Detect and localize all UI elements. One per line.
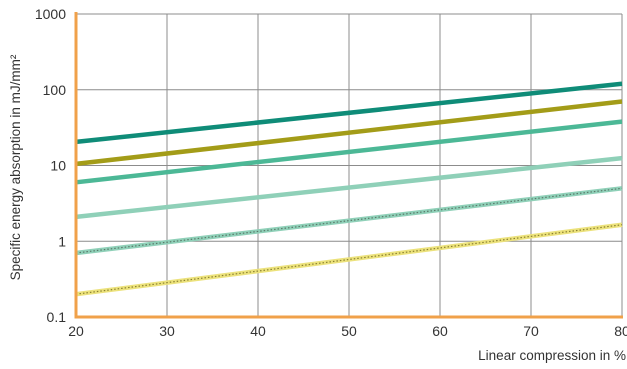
x-tick-label: 30 — [159, 323, 175, 339]
series-dots-5 — [75, 187, 623, 254]
x-tick-label: 70 — [523, 323, 539, 339]
x-tick-label: 80 — [614, 323, 627, 339]
y-tick-label: 100 — [43, 82, 67, 98]
x-tick-label: 50 — [341, 323, 357, 339]
axis-layer — [74, 12, 623, 319]
x-tick-label: 40 — [250, 323, 266, 339]
y-tick-label: 1000 — [35, 6, 66, 22]
x-tick-label: 20 — [68, 323, 84, 339]
y-tick-label: 0.1 — [47, 309, 67, 325]
y-tick-label: 10 — [50, 158, 66, 174]
series-layer — [75, 81, 623, 297]
series-line-4 — [75, 155, 623, 220]
series-line-1 — [75, 81, 623, 145]
x-tick-label: 60 — [432, 323, 448, 339]
x-axis-title: Linear compression in % — [478, 348, 626, 363]
series-dots-6 — [75, 224, 623, 295]
series-line-3 — [75, 119, 623, 185]
y-axis-title: Specific energy absorption in mJ/mm² — [8, 54, 23, 280]
label-layer: Linear compression in % Specific energy … — [8, 6, 627, 363]
y-tick-label: 1 — [58, 233, 66, 249]
series-line-2 — [75, 99, 623, 167]
